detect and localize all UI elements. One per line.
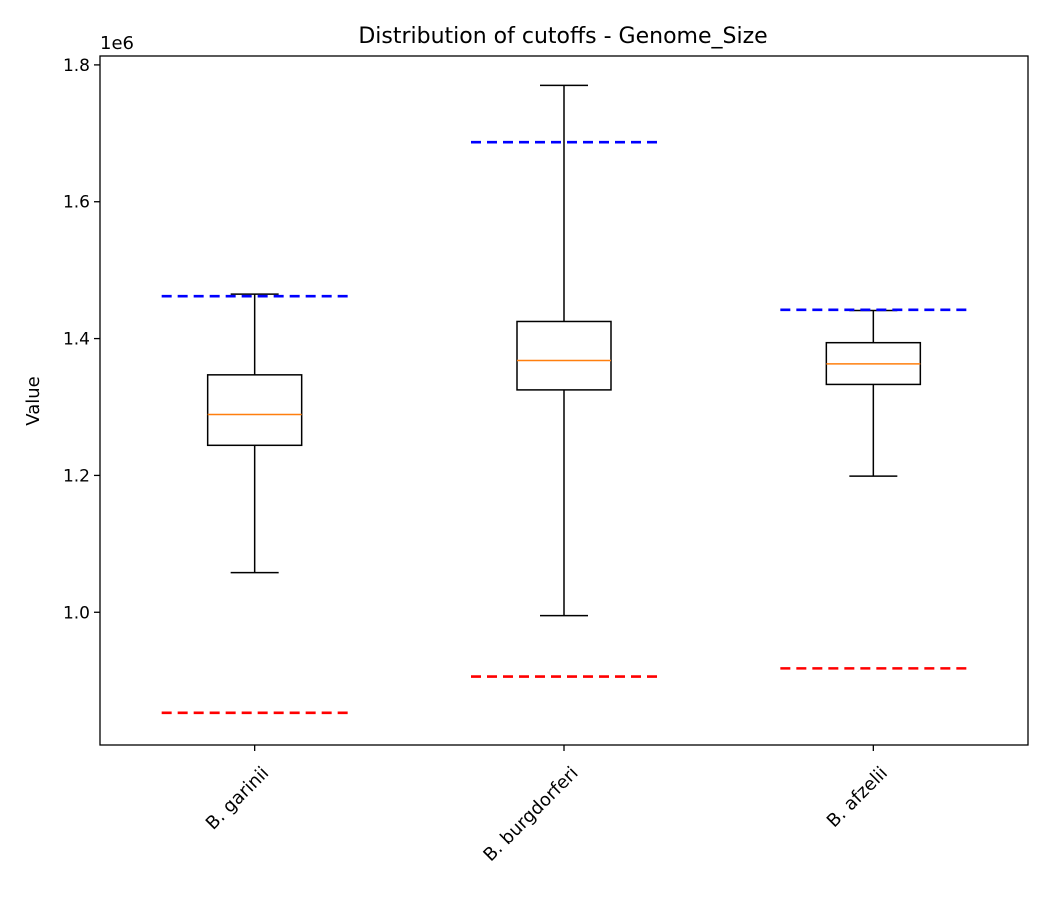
- x-tick-label: B. burgdorferi: [479, 763, 582, 866]
- x-tick-label: B. garinii: [202, 763, 273, 834]
- chart-title: Distribution of cutoffs - Genome_Size: [358, 24, 767, 49]
- iqr-box: [206, 374, 303, 447]
- y-axis-label: Value: [23, 376, 44, 425]
- y-tick-label: 1.2: [63, 466, 90, 486]
- plot-area: [161, 84, 967, 715]
- y-tick-label: 1.6: [63, 193, 90, 213]
- y-tick-label: 1.0: [63, 603, 90, 623]
- box-group-b-garinii: [161, 293, 348, 715]
- box-group-b-afzelii: [780, 308, 967, 670]
- y-tick-label: 1.8: [63, 56, 90, 76]
- box-group-b-burgdorferi: [471, 84, 657, 678]
- iqr-box: [516, 320, 612, 391]
- y-tick-label: 1.4: [63, 330, 90, 350]
- y-offset-label: 1e6: [100, 33, 134, 54]
- x-tick-label: B. afzelii: [823, 763, 892, 832]
- axes: 1.0 1.2 1.4 1.6 1.8 B. garinii B. burgdorferi B…: [63, 56, 892, 866]
